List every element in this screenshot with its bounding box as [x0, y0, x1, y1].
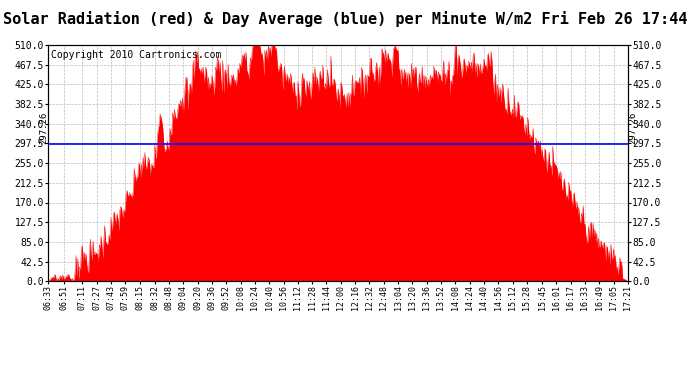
- Text: Solar Radiation (red) & Day Average (blue) per Minute W/m2 Fri Feb 26 17:44: Solar Radiation (red) & Day Average (blu…: [3, 11, 687, 27]
- Text: 297.26: 297.26: [628, 111, 637, 144]
- Text: Copyright 2010 Cartronics.com: Copyright 2010 Cartronics.com: [51, 50, 221, 60]
- Text: 297.26: 297.26: [39, 111, 48, 144]
